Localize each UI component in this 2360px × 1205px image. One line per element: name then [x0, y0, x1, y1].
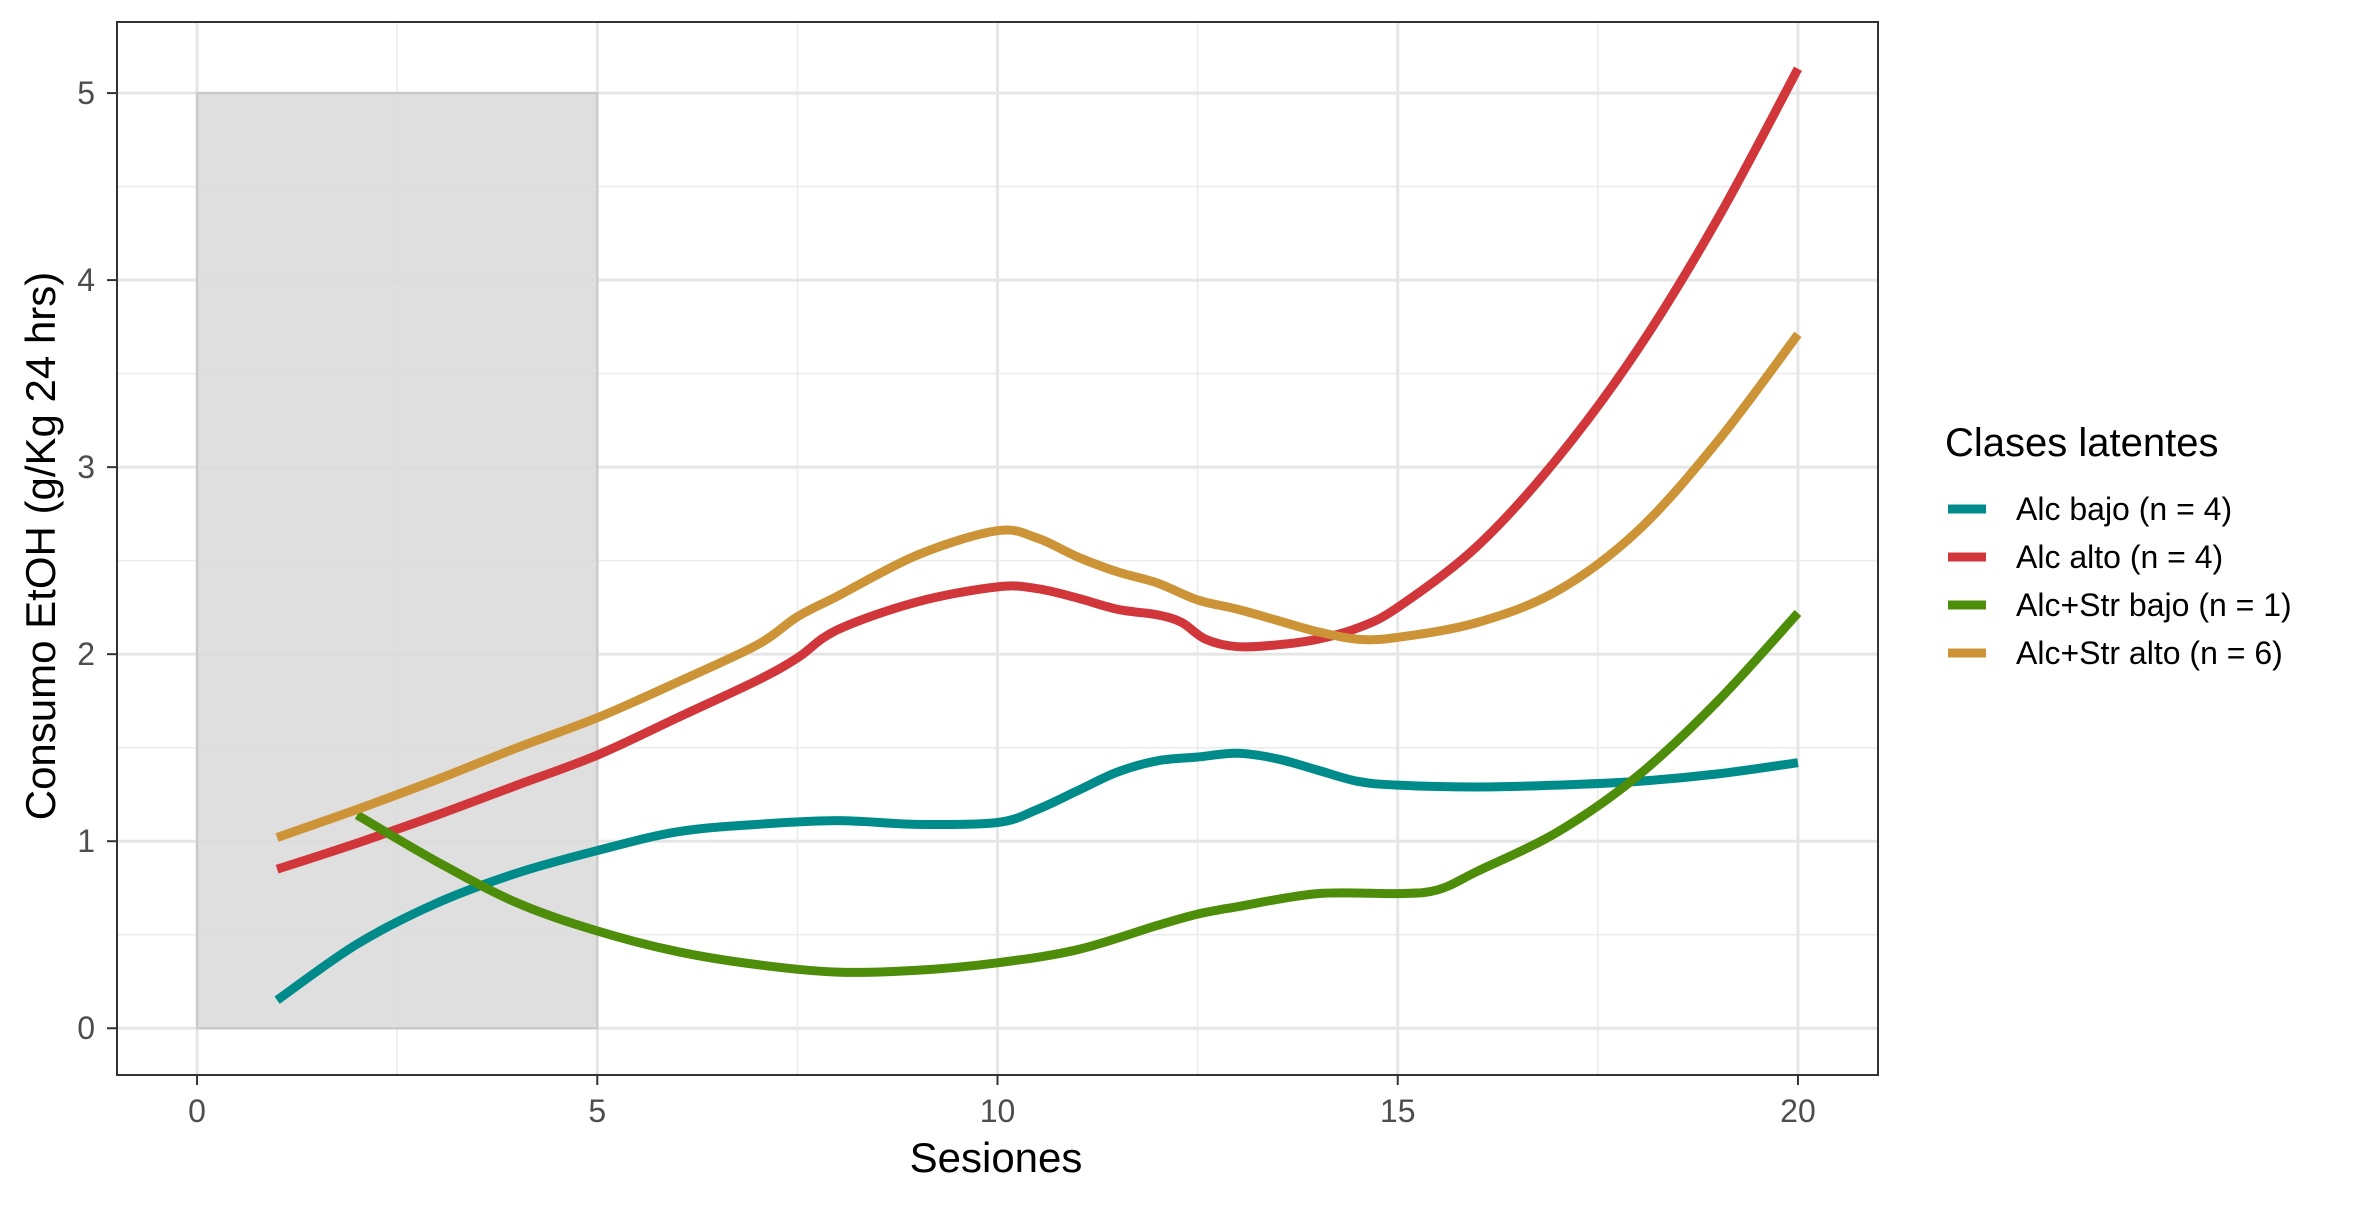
y-tick-label: 4 — [77, 262, 95, 298]
x-axis-title: Sesiones — [910, 1134, 1083, 1181]
series-line-2 — [275, 66, 1802, 874]
series-line-3 — [354, 610, 1802, 977]
x-tick-label: 10 — [980, 1093, 1016, 1129]
x-tick-label: 0 — [188, 1093, 206, 1129]
legend-title: Clases latentes — [1945, 421, 2218, 465]
axes: 0 5 10 15 20 0 1 2 3 4 5 — [77, 75, 1816, 1129]
legend-label: Alc alto (n = 4) — [2016, 539, 2223, 575]
y-axis-title: Consumo EtOH (g/Kg 24 hrs) — [17, 272, 64, 821]
y-tick-label: 0 — [77, 1010, 95, 1046]
legend-label: Alc+Str bajo (n = 1) — [2016, 587, 2292, 623]
series-line-4 — [275, 331, 1802, 842]
x-tick-label: 5 — [588, 1093, 606, 1129]
shaded-region — [196, 92, 599, 1030]
legend-label: Alc+Str alto (n = 6) — [2016, 635, 2283, 671]
series-line-1 — [274, 748, 1799, 1004]
y-tick-label: 5 — [77, 75, 95, 111]
legend: Clases latentes Alc bajo (n = 4) Alc alto… — [1945, 421, 2292, 671]
y-tick-label: 2 — [77, 636, 95, 672]
y-tick-label: 1 — [77, 823, 95, 859]
y-tick-label: 3 — [77, 449, 95, 485]
x-tick-label: 20 — [1780, 1093, 1816, 1129]
series-lines — [274, 66, 1802, 1004]
legend-label: Alc bajo (n = 4) — [2016, 491, 2232, 527]
shaded-region-layer — [196, 92, 599, 1030]
legend-items: Alc bajo (n = 4) Alc alto (n = 4) Alc+Str … — [1948, 491, 2292, 671]
x-tick-label: 15 — [1380, 1093, 1416, 1129]
